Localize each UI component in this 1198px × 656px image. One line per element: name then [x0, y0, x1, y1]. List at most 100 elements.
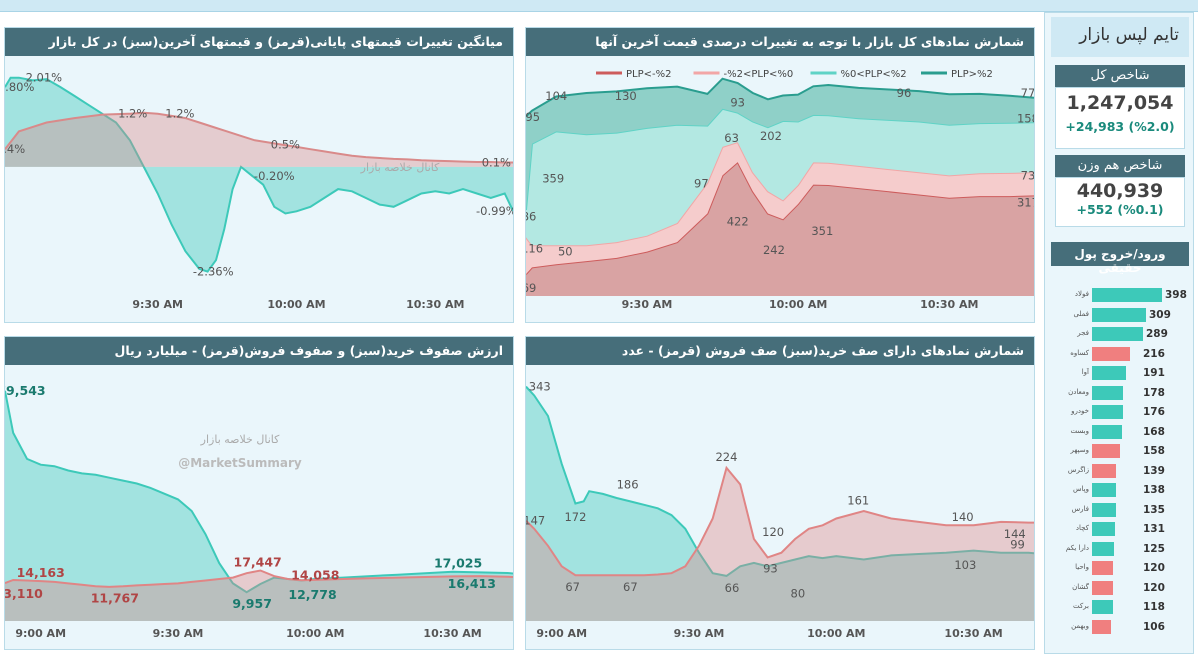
money-flow-row: واحیا 120 [1055, 560, 1189, 576]
money-flow-value: 139 [1143, 464, 1165, 477]
money-flow-row: دارا یکم 125 [1055, 541, 1189, 557]
legend-label: PLP>%2 [951, 69, 993, 80]
money-flow-bar [1092, 541, 1114, 556]
money-flow-row: گشان 120 [1055, 580, 1189, 596]
money-flow-value: 191 [1143, 367, 1165, 379]
series-line-1 [5, 111, 513, 164]
series-area-0 [5, 77, 513, 272]
series-area-0 [5, 390, 513, 621]
series-area-1 [526, 142, 1034, 275]
money-flow-row: کچاد 131 [1055, 521, 1189, 537]
money-flow-symbol: کچاد [1075, 524, 1089, 532]
data-label: 50 [558, 245, 573, 259]
data-label: -0.99% [476, 204, 513, 218]
money-flow-bar [1092, 385, 1123, 400]
legend-label: -%2<PLP<%0 [724, 69, 794, 80]
data-label: 202 [760, 129, 782, 143]
money-flow-bar [1092, 483, 1116, 497]
data-label: 99 [1010, 537, 1025, 551]
watermark-line1: کانال خلاصه بازار [200, 433, 280, 446]
money-flow-row: ومعادن 178 [1055, 385, 1189, 401]
data-label: 1.2% [118, 107, 147, 121]
money-flow-bar [1092, 463, 1116, 478]
money-flow-bar [1092, 444, 1120, 458]
total-index-label: شاخص کل [1055, 65, 1185, 87]
money-flow-row: کساوه 216 [1055, 346, 1189, 362]
data-label: 351 [811, 224, 833, 238]
data-label: 343 [529, 380, 551, 394]
money-flow-symbol: فولاد [1074, 290, 1089, 298]
data-label: 120 [762, 525, 784, 539]
series-line-0 [5, 390, 513, 594]
series-line-0 [5, 76, 513, 273]
x-tick-label: 9:00 AM [15, 627, 66, 640]
top-bar [0, 0, 1198, 12]
queue-count-chart: 9:00 AM 9:30 AM 10:00 AM 10:30 AM 343 147 172 1… [526, 380, 1034, 640]
money-flow-symbol: وسپهر [1070, 446, 1089, 454]
money-flow-value: 135 [1143, 503, 1165, 516]
data-label: 14,163 [17, 565, 65, 580]
money-flow-symbol: وبست [1070, 426, 1089, 435]
money-flow-value: 398 [1165, 289, 1187, 301]
data-label: 86 [526, 210, 536, 224]
series-line-2 [526, 107, 1034, 211]
plp-count-panel: شمارش نمادهای کل بازار با توجه به تغییرا… [525, 27, 1035, 323]
money-flow-row: آوا 191 [1055, 365, 1189, 381]
queue-value-chart: 9:00 AM 9:30 AM 10:00 AM 10:30 AM 79,543 14,1… [5, 383, 513, 640]
legend-label: %0<PLP<%2 [841, 69, 907, 80]
equal-index-value: 440,939 [1076, 180, 1164, 202]
data-label: 0.1% [482, 155, 511, 169]
series-area-1 [5, 112, 513, 167]
money-flow-symbol: خودرو [1071, 407, 1089, 415]
data-label: 317 [1017, 195, 1034, 209]
series-line-3 [526, 77, 1034, 118]
data-label: 16,413 [448, 576, 496, 591]
money-flow-bar [1092, 405, 1123, 419]
money-flow-symbol: وپاس [1072, 485, 1089, 493]
x-tick-label: 9:30 AM [132, 298, 183, 311]
data-label: 9,957 [232, 596, 272, 611]
avg-change-panel: میانگین تغییرات قیمتهای پایانی(قرمز) و ق… [4, 27, 514, 323]
queue-count-panel: شمارش نمادهای دارای صف خرید(سبز) صف فروش… [525, 336, 1035, 650]
money-flow-value: 289 [1146, 328, 1168, 340]
data-label: 161 [847, 494, 869, 508]
x-tick-label: 10:30 AM [423, 627, 481, 640]
queue-value-title: ارزش صفوف خرید(سبز) و صفوف فروش(قرمز) - … [5, 337, 513, 365]
money-flow-row: فارس 135 [1055, 502, 1189, 518]
x-tick-label: 10:00 AM [769, 298, 827, 311]
data-label: 17,447 [234, 555, 282, 570]
money-flow-row: فملی 309 [1055, 307, 1189, 323]
money-flow-symbol: فجر [1077, 329, 1089, 337]
total-index-value: 1,247,054 [1066, 92, 1174, 114]
x-tick-label: 10:30 AM [406, 298, 464, 311]
series-area-0 [526, 162, 1034, 296]
data-label: 63 [724, 131, 739, 145]
series-area-3 [526, 78, 1034, 210]
money-flow-symbol: زاگرس [1067, 465, 1089, 474]
money-flow-row: خودرو 176 [1055, 404, 1189, 420]
data-label: 242 [763, 243, 785, 257]
total-index-box: 1,247,054 +24,983 (%2.0) [1055, 87, 1185, 149]
equal-index-label: شاخص هم وزن [1055, 155, 1185, 177]
data-label: 11,767 [91, 590, 139, 605]
money-flow-symbol: برکت [1072, 602, 1089, 610]
money-flow-bar [1092, 424, 1122, 439]
data-label: -0.20% [254, 169, 295, 183]
money-flow-symbol: فملی [1073, 309, 1089, 318]
money-flow-value: 168 [1143, 425, 1165, 438]
money-flow-bar [1092, 307, 1146, 322]
money-flow-value: 176 [1143, 406, 1165, 418]
data-label: 67 [565, 580, 580, 594]
data-label: 12,778 [288, 587, 336, 602]
money-flow-symbol: کساوه [1070, 348, 1089, 357]
money-flow-row: وبست 168 [1055, 424, 1189, 440]
avg-change-title: میانگین تغییرات قیمتهای پایانی(قرمز) و ق… [5, 28, 513, 56]
data-label: 1.2% [165, 107, 194, 121]
money-flow-symbol: واحیا [1075, 563, 1089, 571]
series-area-0 [526, 386, 1034, 621]
data-label: 93 [763, 561, 778, 575]
money-flow-title: ورود/خروج پول حقیقی [1051, 242, 1189, 275]
money-flow-value: 125 [1143, 542, 1165, 555]
data-label: 147 [526, 514, 545, 528]
data-label: 93 [730, 95, 745, 109]
